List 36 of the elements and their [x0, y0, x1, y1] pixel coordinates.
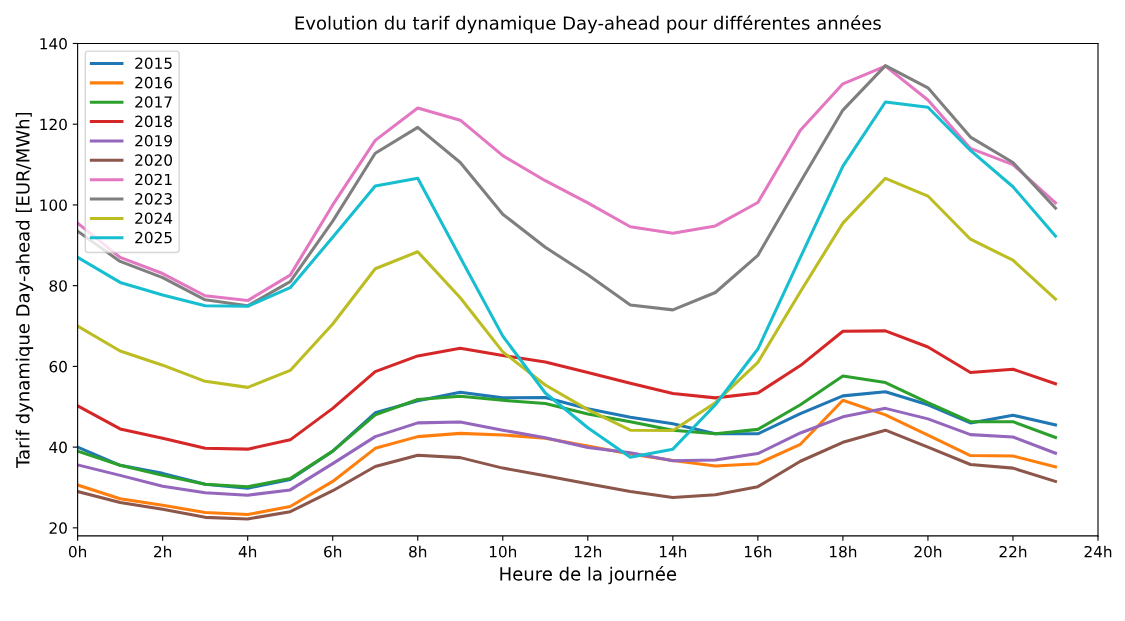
x-tick-label: 12h — [574, 545, 602, 558]
legend-label: 2018 — [135, 115, 172, 128]
x-tick-label: 6h — [324, 545, 342, 558]
legend-label: 2020 — [135, 154, 173, 166]
legend-label: 2023 — [135, 193, 172, 205]
x-tick-label: 22h — [999, 545, 1027, 558]
x-tick-label: 0h — [68, 545, 87, 558]
y-tick-label: 20 — [49, 522, 67, 534]
x-tick-label: 10h — [489, 545, 517, 558]
y-tick-label: 80 — [49, 280, 67, 292]
y-tick-label: 100 — [40, 199, 67, 211]
legend-label: 2019 — [135, 134, 172, 147]
x-tick-label: 18h — [830, 545, 857, 558]
legend-label: 2015 — [135, 57, 172, 70]
y-tick-label: 60 — [49, 360, 67, 373]
line-series — [77, 428, 1058, 521]
x-tick-label: 4h — [238, 545, 257, 558]
y-tick-label: 140 — [40, 37, 67, 50]
x-tick-label: 8h — [409, 545, 427, 558]
legend-label: 2016 — [135, 76, 173, 89]
x-tick-label: 20h — [914, 545, 942, 558]
line-series — [77, 329, 1058, 451]
legend-label: 2024 — [135, 212, 173, 224]
legend-label: 2021 — [135, 173, 172, 186]
y-axis-title: Tarif dynamique Day-ahead [EUR/MWh] — [15, 112, 34, 469]
chart-title: Evolution du tarif dynamique Day-ahead pour différentes années — [295, 15, 881, 34]
line-series — [77, 406, 1058, 497]
x-tick-label: 16h — [744, 545, 772, 558]
legend-label: 2025 — [135, 231, 172, 244]
x-tick-label: 2h — [154, 545, 172, 558]
y-tick-label: 40 — [49, 441, 67, 454]
y-tick-label: 120 — [40, 118, 67, 131]
x-tick-label: 14h — [659, 545, 687, 558]
x-axis-title: Heure de la journée — [500, 565, 677, 585]
x-tick-label: 24h — [1084, 545, 1112, 558]
legend-label: 2017 — [135, 96, 172, 108]
